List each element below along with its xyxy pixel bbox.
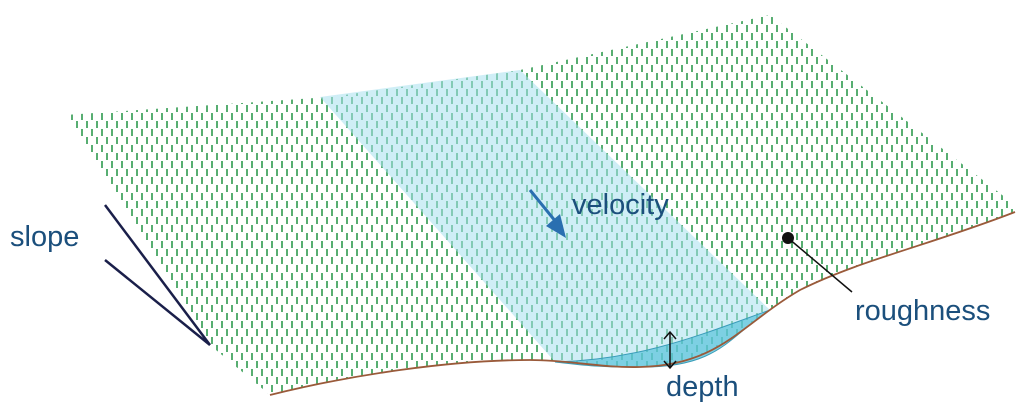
slope-label: slope xyxy=(10,221,79,253)
roughness-label: roughness xyxy=(855,295,990,327)
depth-label: depth xyxy=(666,371,739,403)
velocity-arrow xyxy=(528,189,558,223)
roughness-leader xyxy=(787,237,853,293)
water-channel xyxy=(320,70,770,362)
depth-arrowhead xyxy=(663,330,677,340)
ground-profile xyxy=(269,211,1016,396)
velocity-label: velocity xyxy=(572,189,669,221)
velocity-arrowhead xyxy=(546,214,566,238)
slope-line xyxy=(104,259,211,346)
depth-arrowhead xyxy=(663,360,677,370)
slope-line xyxy=(104,204,211,346)
